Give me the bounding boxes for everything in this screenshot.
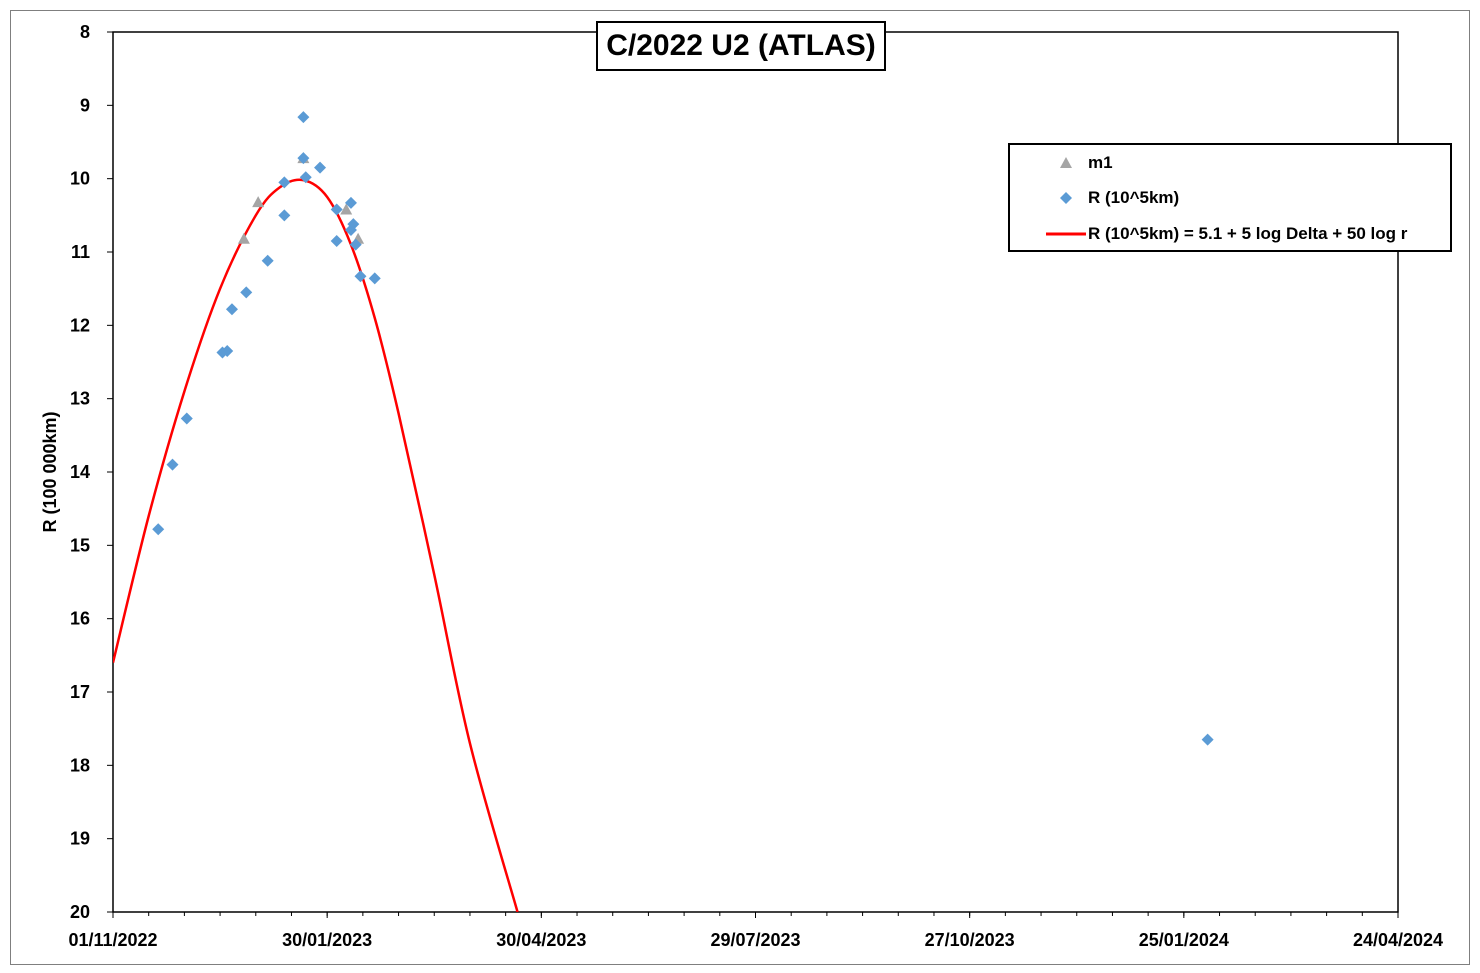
- x-tick-label: 24/04/2024: [1353, 930, 1443, 950]
- y-tick-label: 16: [70, 609, 90, 629]
- r-point: [330, 235, 343, 247]
- r-point: [152, 523, 165, 536]
- r-point: [344, 196, 357, 209]
- y-tick-label: 17: [70, 682, 90, 702]
- red-line-icon: [1046, 232, 1086, 236]
- fit-line: [113, 178, 519, 912]
- legend-label-fit: R (10^5km) = 5.1 + 5 log Delta + 50 log …: [1088, 224, 1408, 243]
- y-tick-label: 19: [70, 829, 90, 849]
- y-axis-label: R (100 000km): [40, 411, 60, 532]
- r-point: [297, 152, 310, 165]
- r-point: [299, 171, 312, 184]
- r-point: [368, 272, 381, 285]
- r-point: [330, 203, 343, 216]
- legend-item-r: R (10^5km): [1010, 186, 1179, 210]
- y-axis: 8 9 10 11 12 13 14 15 16 17 18 19 20: [70, 22, 113, 922]
- y-tick-label: 8: [80, 22, 90, 42]
- m1-point: [340, 203, 353, 215]
- diamond-marker-icon: [1060, 192, 1072, 204]
- r-point: [314, 161, 327, 174]
- r-point: [225, 303, 238, 316]
- r-point: [297, 111, 310, 124]
- x-tick-label: 30/04/2023: [496, 930, 586, 950]
- x-tick-label: 01/11/2022: [68, 930, 157, 950]
- legend-item-fit: R (10^5km) = 5.1 + 5 log Delta + 50 log …: [1010, 222, 1407, 246]
- y-tick-label: 13: [70, 389, 90, 409]
- y-tick-label: 20: [70, 902, 90, 922]
- y-tick-label: 12: [70, 315, 90, 335]
- x-tick-label: 25/01/2024: [1139, 930, 1229, 950]
- chart-title: C/2022 U2 (ATLAS): [596, 21, 886, 71]
- triangle-marker-icon: [1060, 157, 1072, 168]
- r-point: [347, 218, 360, 231]
- legend-label-m1: m1: [1088, 153, 1113, 172]
- r-point: [166, 458, 179, 471]
- r-point: [221, 345, 234, 357]
- x-tick-label: 29/07/2023: [710, 930, 800, 950]
- r-point: [180, 412, 193, 425]
- series-layer: [113, 111, 1214, 912]
- r-point: [278, 209, 291, 222]
- y-tick-label: 15: [70, 535, 90, 555]
- r-point: [354, 270, 367, 283]
- y-tick-label: 9: [80, 95, 90, 115]
- x-axis: 01/11/2022 30/01/2023 30/04/2023 29/07/2023…: [68, 912, 1443, 950]
- y-tick-label: 14: [70, 462, 90, 482]
- y-tick-label: 11: [71, 242, 90, 262]
- legend: m1 R (10^5km) R (10^5km) = 5.1 + 5 log D…: [1008, 143, 1452, 252]
- m1-point: [237, 232, 250, 244]
- legend-label-r: R (10^5km): [1088, 188, 1180, 207]
- r-point: [1201, 733, 1214, 746]
- chart-frame: [10, 10, 1470, 965]
- chart-title-text: C/2022 U2 (ATLAS): [606, 29, 876, 62]
- x-tick-label: 30/01/2023: [282, 930, 372, 950]
- r-point: [240, 286, 253, 299]
- r-point: [349, 238, 362, 251]
- r-point: [278, 176, 291, 189]
- y-tick-label: 10: [70, 169, 90, 189]
- x-tick-label: 27/10/2023: [925, 930, 1015, 950]
- m1-point: [252, 196, 265, 208]
- legend-item-m1: m1: [1010, 151, 1113, 175]
- y-tick-label: 18: [70, 755, 90, 775]
- r-point: [261, 254, 274, 267]
